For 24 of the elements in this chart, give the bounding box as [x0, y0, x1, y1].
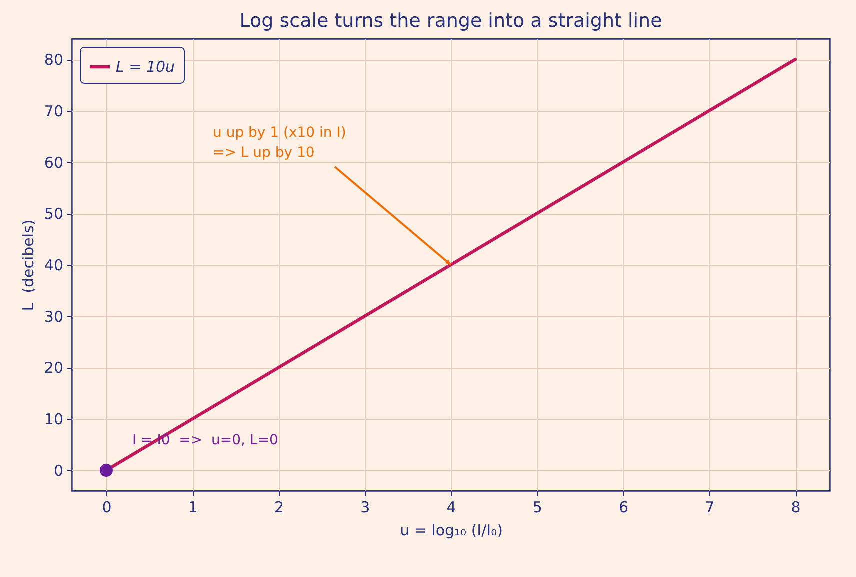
- x-tick-label: 4: [446, 498, 456, 516]
- y-tick-label: 10: [44, 410, 64, 429]
- annotation: u up by 1 (x10 in I) => L up by 10: [213, 125, 346, 161]
- y-tick-label: 30: [44, 308, 64, 326]
- x-tick-label: 0: [102, 498, 112, 516]
- legend-label: L = 10u: [116, 58, 176, 76]
- y-tick-label: 40: [44, 256, 64, 274]
- y-axis-title: L (decibels): [19, 220, 38, 312]
- y-tick-label: 60: [44, 154, 64, 172]
- y-tick-label: 70: [44, 102, 64, 120]
- x-tick-label: 6: [619, 498, 629, 516]
- x-tick-label: 8: [791, 498, 801, 516]
- y-tick-label: 20: [44, 359, 64, 378]
- y-tick-label: 80: [44, 51, 64, 70]
- annotation: I = I0 => u=0, L=0: [132, 432, 278, 448]
- x-tick-label: 2: [274, 498, 284, 516]
- chart-title: Log scale turns the range into a straight line: [240, 10, 662, 32]
- x-tick-label: 5: [532, 498, 542, 516]
- y-tick-label: 50: [44, 205, 64, 224]
- x-tick-label: 1: [188, 498, 198, 516]
- x-axis-title: u = log₁₀ (I/I₀): [400, 522, 503, 540]
- y-tick-label: 0: [54, 462, 64, 480]
- x-tick-label: 7: [705, 498, 715, 516]
- x-tick-label: 3: [360, 498, 370, 516]
